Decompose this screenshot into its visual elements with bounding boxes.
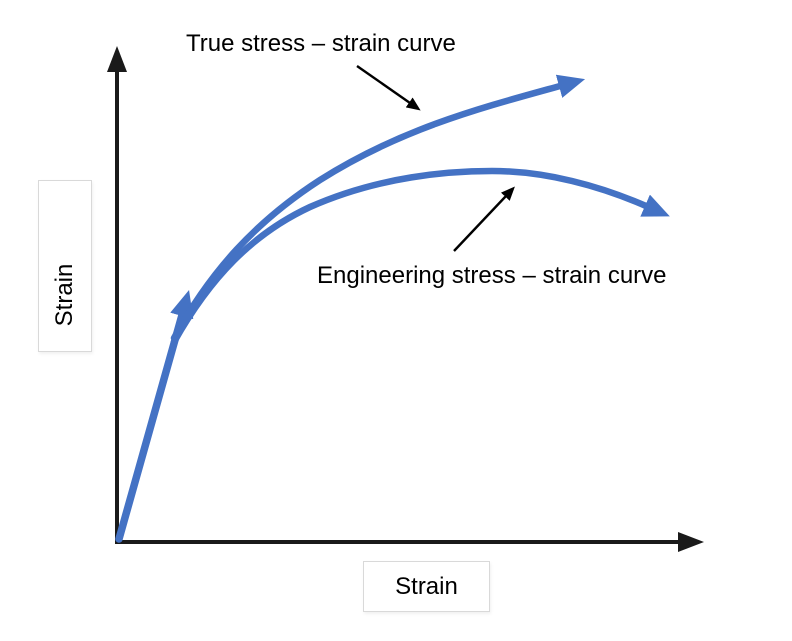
engineering-curve-label: Engineering stress – strain curve — [317, 262, 667, 289]
x-axis-label-box: Strain — [363, 561, 490, 612]
elastic-region-arrow — [115, 289, 194, 543]
engineering-curve-pointer-arrow — [453, 186, 515, 252]
y-axis-label: Strain — [51, 263, 78, 327]
x-axis-label: Strain — [395, 572, 458, 600]
true-curve — [170, 74, 586, 342]
engineering-curve — [170, 167, 670, 346]
true-curve-label: True stress – strain curve — [186, 30, 456, 57]
y-axis-label-box: Strain — [38, 180, 92, 352]
true-curve-pointer-arrow — [356, 65, 421, 111]
